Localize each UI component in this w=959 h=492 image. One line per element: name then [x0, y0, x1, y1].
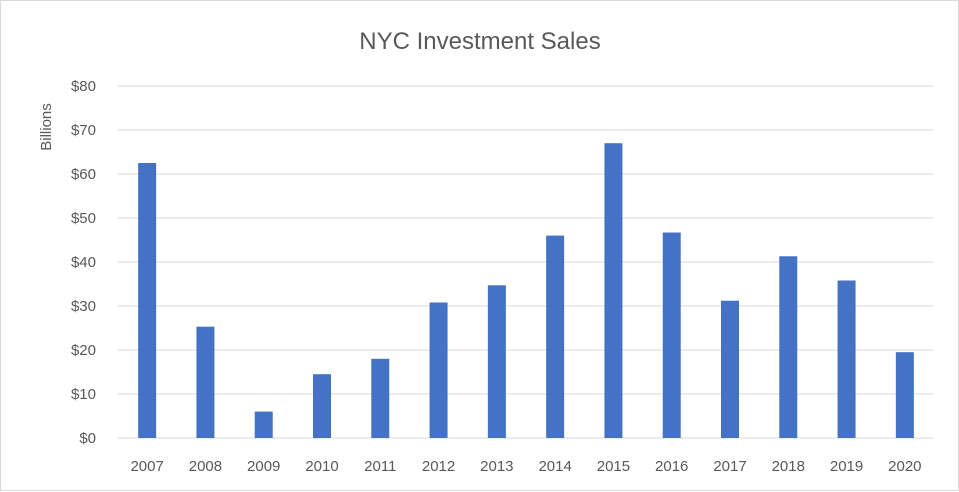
bar-2010	[313, 374, 331, 438]
x-tick-label: 2015	[597, 458, 630, 475]
y-tick-label: $40	[71, 254, 96, 271]
x-tick-label: 2016	[655, 458, 688, 475]
bar-2009	[254, 411, 273, 438]
x-tick-label: 2011	[364, 458, 396, 475]
bar-2019	[837, 280, 856, 438]
y-tick-label: $60	[71, 166, 96, 183]
bar-2014	[546, 235, 565, 438]
x-tick-label: 2008	[189, 458, 222, 475]
y-tick-label: $80	[71, 78, 96, 95]
bar-2007	[138, 163, 157, 438]
y-tick-label: $70	[71, 122, 96, 139]
x-tick-label: 2013	[480, 458, 513, 475]
x-tick-label: 2007	[130, 458, 163, 475]
x-tick-label: 2017	[713, 458, 746, 475]
gridlines	[118, 85, 934, 439]
x-tick-label: 2014	[538, 458, 571, 475]
bar-2020	[895, 352, 914, 438]
bar-2008	[196, 326, 215, 438]
bar-2018	[779, 256, 798, 438]
x-tick-label: 2010	[305, 458, 338, 475]
bar-2016	[662, 232, 681, 438]
y-tick-label: $10	[71, 386, 96, 403]
bar-2015	[604, 143, 623, 438]
bar-2017	[721, 300, 739, 438]
bar-2013	[487, 285, 506, 438]
y-axis-title: Billions	[38, 103, 55, 151]
bars	[138, 143, 914, 438]
y-tick-label: $30	[71, 298, 96, 315]
x-tick-label: 2012	[422, 458, 455, 475]
bar-2012	[429, 302, 448, 438]
x-tick-label: 2020	[888, 458, 921, 475]
x-tick-label: 2009	[247, 458, 280, 475]
x-tick-label: 2018	[772, 458, 805, 475]
y-tick-label: $0	[79, 430, 96, 447]
chart-title: NYC Investment Sales	[359, 28, 600, 55]
y-tick-label: $20	[71, 342, 96, 359]
y-tick-label: $50	[71, 210, 96, 227]
bar-2011	[371, 358, 390, 438]
x-tick-label: 2019	[830, 458, 863, 475]
y-axis-ticks: $0 $10 $20 $30 $40 $50 $60 $70 $80	[71, 78, 96, 447]
x-axis-ticks: 2007 2008 2009 2010 2011 2012 2013 2014 2015 2016…	[130, 458, 921, 475]
